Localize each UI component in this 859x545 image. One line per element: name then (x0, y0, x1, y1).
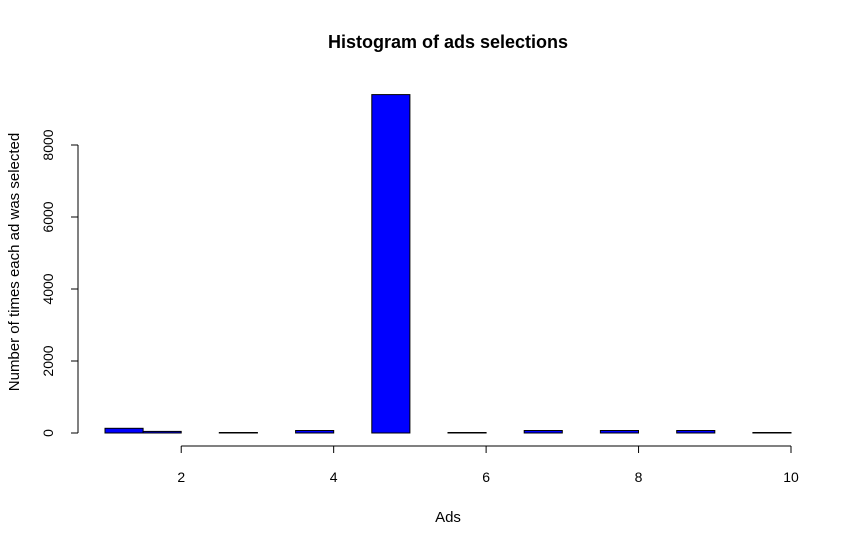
y-tick-label-4000: 4000 (40, 273, 56, 304)
y-axis: 0 2000 4000 6000 8000 (40, 129, 79, 437)
x-axis: 2 4 6 8 10 (177, 445, 799, 485)
y-tick-label-8000: 8000 (40, 129, 56, 160)
histogram-bar-8 (599, 430, 640, 434)
y-axis-label: Number of times each ad was selected (6, 133, 23, 391)
histogram-bar-4 (295, 430, 335, 434)
histogram-bar-3 (218, 432, 258, 434)
histogram-bar-6 (447, 432, 487, 434)
x-tick-label-8: 8 (635, 469, 643, 485)
histogram-bar-10 (752, 432, 792, 434)
x-tick-label-10: 10 (783, 469, 799, 485)
x-axis-label: Ads (435, 509, 461, 526)
histogram-bar-7 (523, 430, 563, 434)
chart-title: Histogram of ads selections (328, 32, 568, 52)
histogram-bar-5 (371, 94, 411, 434)
histogram-bar-2 (142, 430, 182, 434)
histogram-bar-9 (676, 430, 716, 434)
y-tick-label-2000: 2000 (40, 345, 56, 376)
y-tick-label-6000: 6000 (40, 201, 56, 232)
y-tick-label-0: 0 (40, 429, 56, 437)
x-tick-label-6: 6 (482, 469, 490, 485)
x-tick-label-4: 4 (330, 469, 338, 485)
x-tick-label-2: 2 (177, 469, 185, 485)
bars-group (104, 94, 792, 434)
histogram-bar-1 (104, 427, 144, 434)
